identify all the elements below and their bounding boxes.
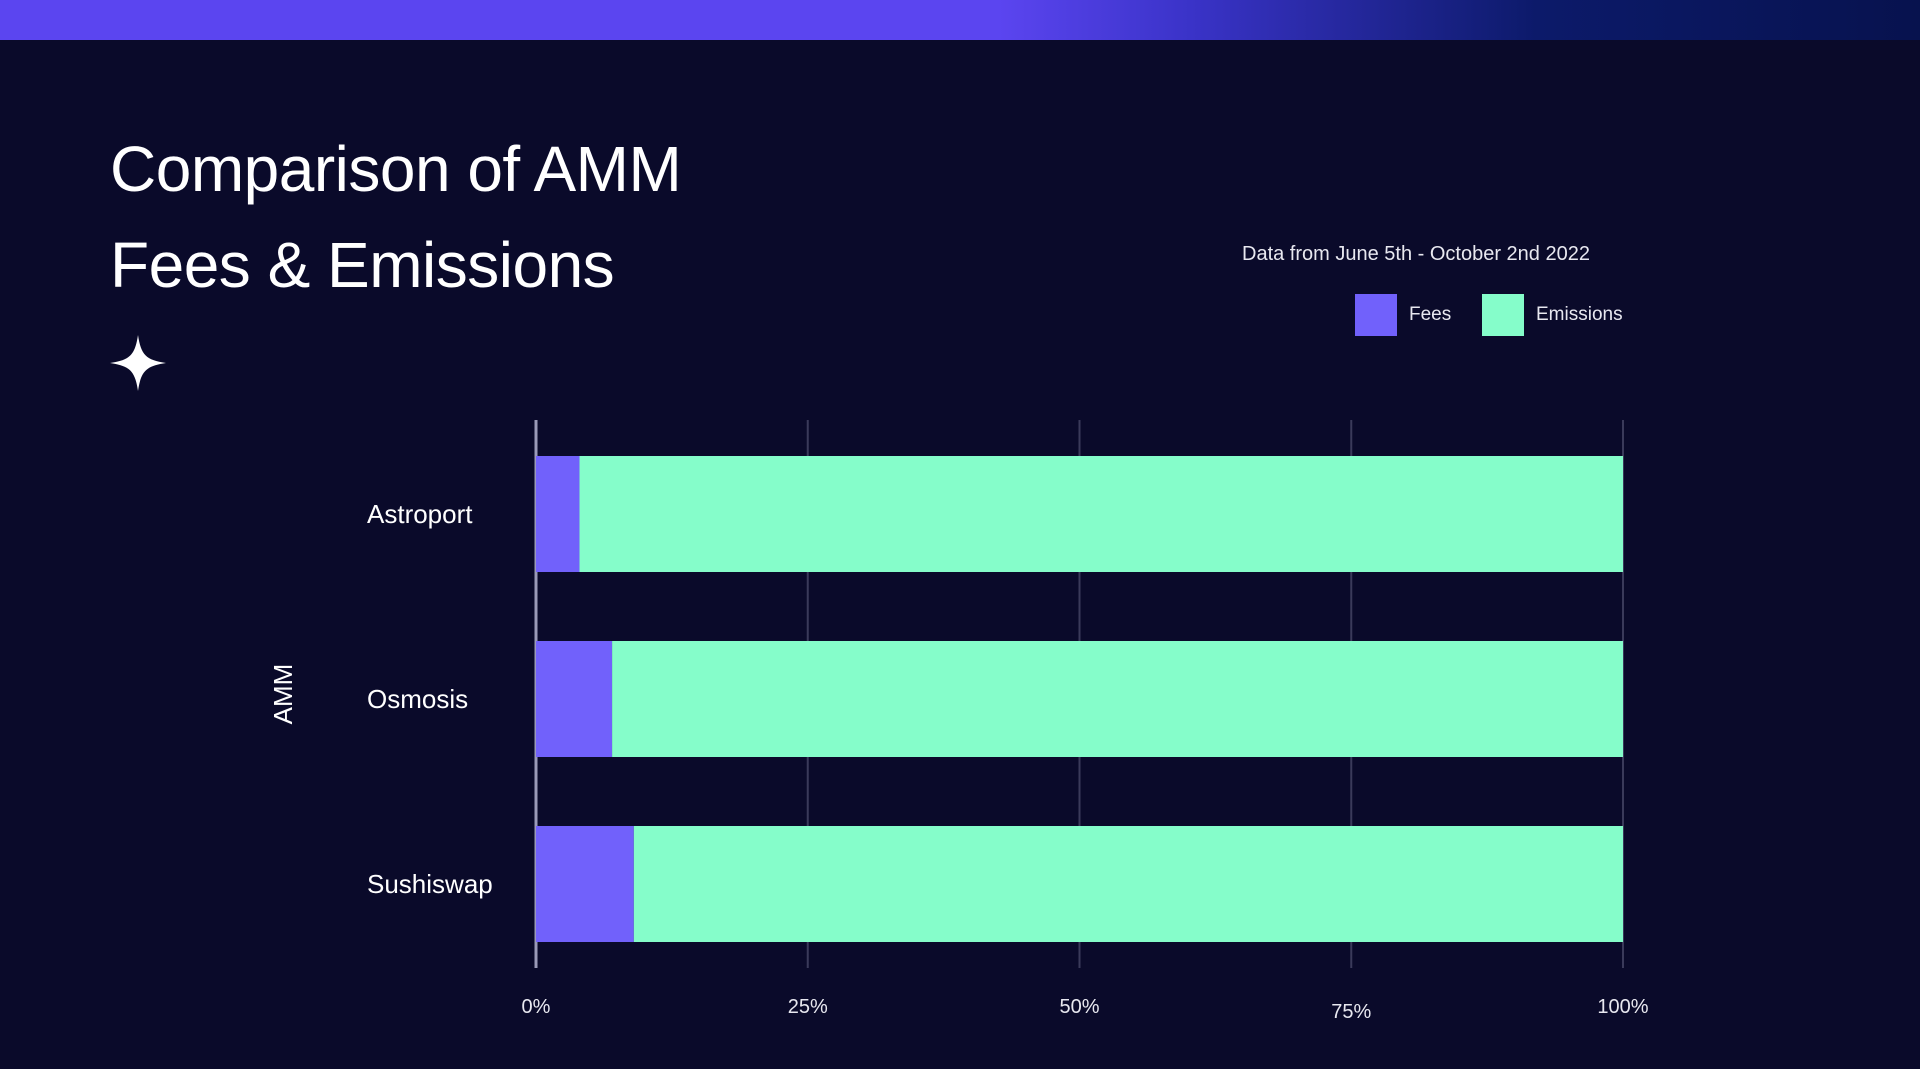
legend-label-fees: Fees [1409, 304, 1452, 325]
x-tick-label: 100% [1597, 996, 1648, 1018]
top-gradient-bar [0, 0, 1920, 40]
legend-label-emissions: Emissions [1536, 304, 1623, 325]
bar-fees-sushiswap [536, 826, 634, 942]
bar-emissions-sushiswap [633, 826, 1623, 942]
bar-fees-astroport [536, 456, 580, 572]
legend-item-fees: Fees [1355, 294, 1451, 336]
x-tick-label: 0% [522, 996, 551, 1018]
x-tick-label: 50% [1059, 996, 1099, 1018]
page-title-line1: Comparison of AMM [110, 133, 682, 205]
category-label: Osmosis [367, 684, 468, 714]
y-axis-label: AMM [268, 664, 298, 725]
legend-swatch-emissions [1482, 294, 1524, 336]
legend-item-emissions: Emissions [1482, 294, 1623, 336]
chart-subtitle: Data from June 5th - October 2nd 2022 [1242, 243, 1590, 265]
category-label: Sushiswap [367, 869, 493, 899]
page-title-line2: Fees & Emissions [110, 229, 615, 301]
bar-emissions-osmosis [612, 641, 1623, 757]
x-tick-label: 25% [788, 996, 828, 1018]
bar-emissions-astroport [579, 456, 1623, 572]
x-tick-label: 75% [1331, 1001, 1371, 1023]
category-label: Astroport [367, 499, 473, 529]
legend-swatch-fees [1355, 294, 1397, 336]
bar-fees-osmosis [536, 641, 613, 757]
sparkle-icon [110, 335, 166, 391]
